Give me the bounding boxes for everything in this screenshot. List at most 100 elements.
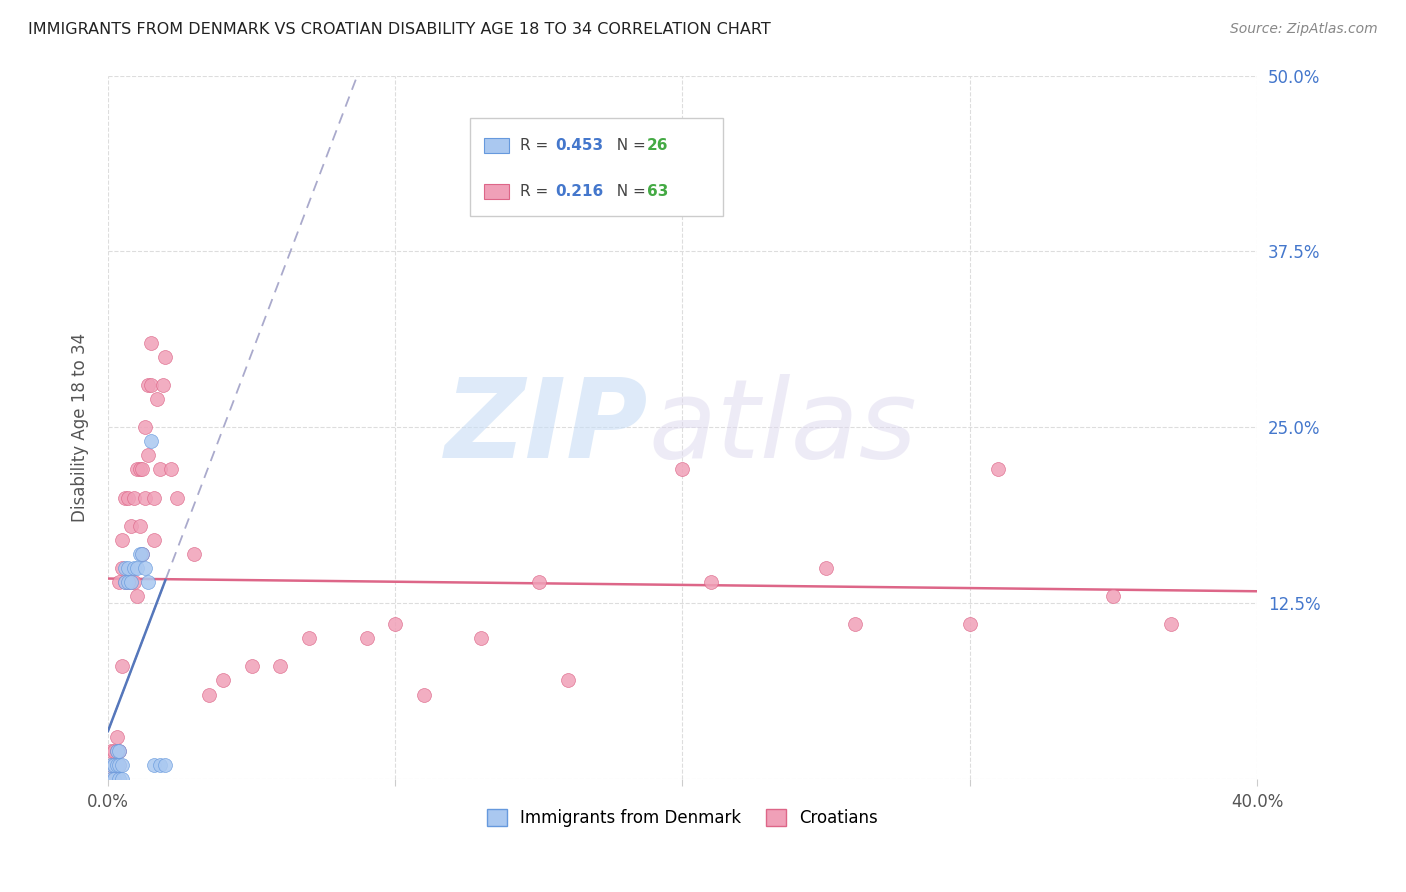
Point bbox=[149, 462, 172, 476]
Point bbox=[122, 561, 145, 575]
Text: R =: R = bbox=[520, 137, 554, 153]
Point bbox=[100, 744, 122, 758]
Y-axis label: Disability Age 18 to 34: Disability Age 18 to 34 bbox=[72, 333, 89, 522]
Text: Source: ZipAtlas.com: Source: ZipAtlas.com bbox=[1230, 22, 1378, 37]
Point bbox=[269, 659, 291, 673]
Point bbox=[108, 744, 131, 758]
Point bbox=[100, 757, 122, 772]
Point bbox=[114, 574, 136, 589]
Point bbox=[413, 688, 436, 702]
Point bbox=[128, 462, 150, 476]
Point bbox=[160, 462, 183, 476]
Point bbox=[128, 518, 150, 533]
Point bbox=[1102, 589, 1125, 603]
Point bbox=[111, 772, 134, 786]
Text: N =: N = bbox=[606, 184, 650, 199]
Point bbox=[103, 772, 125, 786]
Point bbox=[120, 518, 142, 533]
Point bbox=[987, 462, 1010, 476]
Text: 0.216: 0.216 bbox=[555, 184, 603, 199]
Point bbox=[105, 744, 128, 758]
Text: 0.453: 0.453 bbox=[555, 137, 603, 153]
Point bbox=[1160, 617, 1182, 632]
Bar bbox=[470, 118, 723, 216]
Point bbox=[117, 491, 139, 505]
Bar bbox=[484, 137, 509, 153]
Point bbox=[136, 378, 159, 392]
Point bbox=[125, 561, 148, 575]
Legend: Immigrants from Denmark, Croatians: Immigrants from Denmark, Croatians bbox=[479, 803, 884, 834]
Point bbox=[136, 574, 159, 589]
Point bbox=[166, 491, 188, 505]
Point bbox=[384, 617, 406, 632]
Point bbox=[105, 757, 128, 772]
Text: IMMIGRANTS FROM DENMARK VS CROATIAN DISABILITY AGE 18 TO 34 CORRELATION CHART: IMMIGRANTS FROM DENMARK VS CROATIAN DISA… bbox=[28, 22, 770, 37]
Point bbox=[959, 617, 981, 632]
Point bbox=[114, 491, 136, 505]
Point bbox=[108, 574, 131, 589]
Point bbox=[131, 462, 153, 476]
Point bbox=[120, 574, 142, 589]
Text: R =: R = bbox=[520, 184, 554, 199]
Point bbox=[183, 547, 205, 561]
Point bbox=[125, 589, 148, 603]
Point bbox=[108, 757, 131, 772]
Point bbox=[131, 547, 153, 561]
Point bbox=[114, 561, 136, 575]
Point bbox=[149, 757, 172, 772]
Point bbox=[527, 574, 550, 589]
Point bbox=[298, 632, 321, 646]
Point bbox=[111, 533, 134, 547]
Point bbox=[105, 744, 128, 758]
Point bbox=[103, 757, 125, 772]
Point bbox=[139, 434, 162, 449]
Point bbox=[103, 772, 125, 786]
Point bbox=[120, 574, 142, 589]
Point bbox=[142, 533, 165, 547]
Point bbox=[142, 757, 165, 772]
Point bbox=[111, 561, 134, 575]
Text: 63: 63 bbox=[647, 184, 668, 199]
Point bbox=[134, 491, 156, 505]
Point bbox=[139, 378, 162, 392]
Point bbox=[557, 673, 579, 688]
Point bbox=[142, 491, 165, 505]
Point bbox=[134, 561, 156, 575]
Point bbox=[111, 659, 134, 673]
Point bbox=[108, 744, 131, 758]
Point bbox=[470, 632, 492, 646]
Point bbox=[700, 574, 723, 589]
Point bbox=[122, 574, 145, 589]
Bar bbox=[484, 184, 509, 199]
Point bbox=[117, 574, 139, 589]
Point bbox=[100, 772, 122, 786]
Point bbox=[105, 757, 128, 772]
Point bbox=[100, 757, 122, 772]
Point bbox=[152, 378, 174, 392]
Point bbox=[844, 617, 866, 632]
Text: atlas: atlas bbox=[648, 374, 917, 481]
Point bbox=[117, 574, 139, 589]
Point bbox=[155, 757, 177, 772]
Point bbox=[197, 688, 219, 702]
Point bbox=[108, 757, 131, 772]
Point bbox=[155, 350, 177, 364]
Text: N =: N = bbox=[606, 137, 650, 153]
Point bbox=[671, 462, 693, 476]
Point bbox=[117, 561, 139, 575]
Point bbox=[139, 335, 162, 350]
Point bbox=[128, 547, 150, 561]
Text: ZIP: ZIP bbox=[444, 374, 648, 481]
Point bbox=[114, 574, 136, 589]
Point bbox=[146, 392, 169, 406]
Point bbox=[815, 561, 838, 575]
Text: 26: 26 bbox=[647, 137, 668, 153]
Point bbox=[125, 462, 148, 476]
Point bbox=[131, 547, 153, 561]
Point bbox=[105, 730, 128, 744]
Point bbox=[356, 632, 378, 646]
Point bbox=[100, 772, 122, 786]
Point bbox=[134, 420, 156, 434]
Point bbox=[136, 448, 159, 462]
Point bbox=[122, 491, 145, 505]
